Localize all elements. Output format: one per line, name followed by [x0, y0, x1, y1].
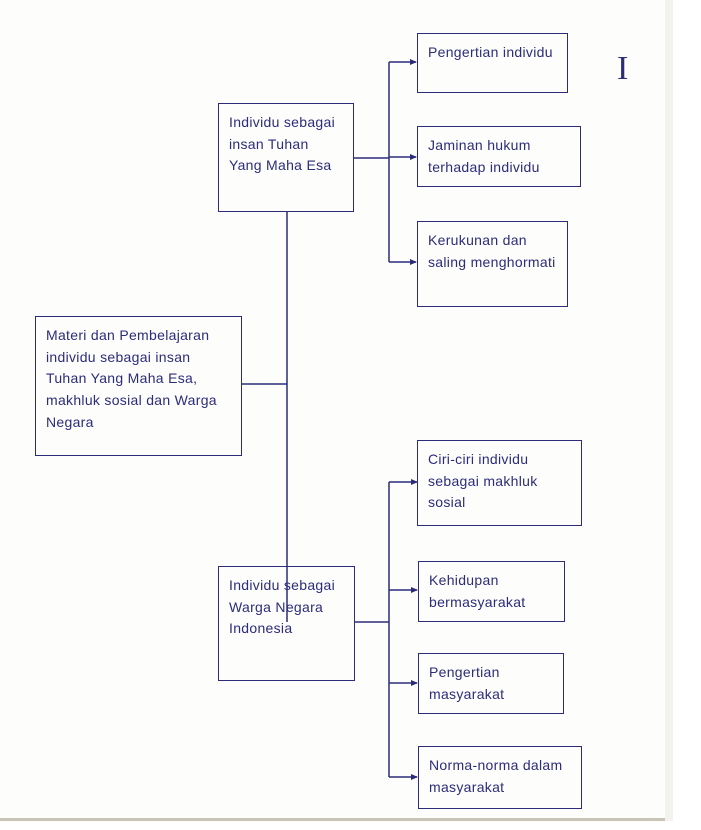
- node-mid-bottom: Individu sebagai Warga Negara Indonesia: [218, 566, 355, 681]
- node-leaf-pengertian-individu: Pengertian individu: [417, 33, 568, 93]
- node-root: Materi dan Pembelajaran individu sebagai…: [35, 316, 242, 456]
- node-leaf-norma: Norma-norma dalam masyarakat: [418, 746, 582, 809]
- node-leaf-jaminan-hukum: Jaminan hukum terhadap individu: [417, 126, 581, 187]
- node-leaf-pengertian-masyarakat: Pengertian masyarakat: [418, 653, 564, 714]
- node-mid-top: Individu sebagai insan Tuhan Yang Maha E…: [218, 103, 354, 212]
- node-leaf-kehidupan: Kehidupan bermasyarakat: [418, 561, 565, 622]
- text-cursor-icon: I: [617, 50, 628, 88]
- node-leaf-kerukunan: Kerukunan dan saling menghormati: [417, 221, 568, 307]
- node-leaf-ciri-ciri: Ciri-ciri individu sebagai makhluk sosia…: [417, 440, 582, 526]
